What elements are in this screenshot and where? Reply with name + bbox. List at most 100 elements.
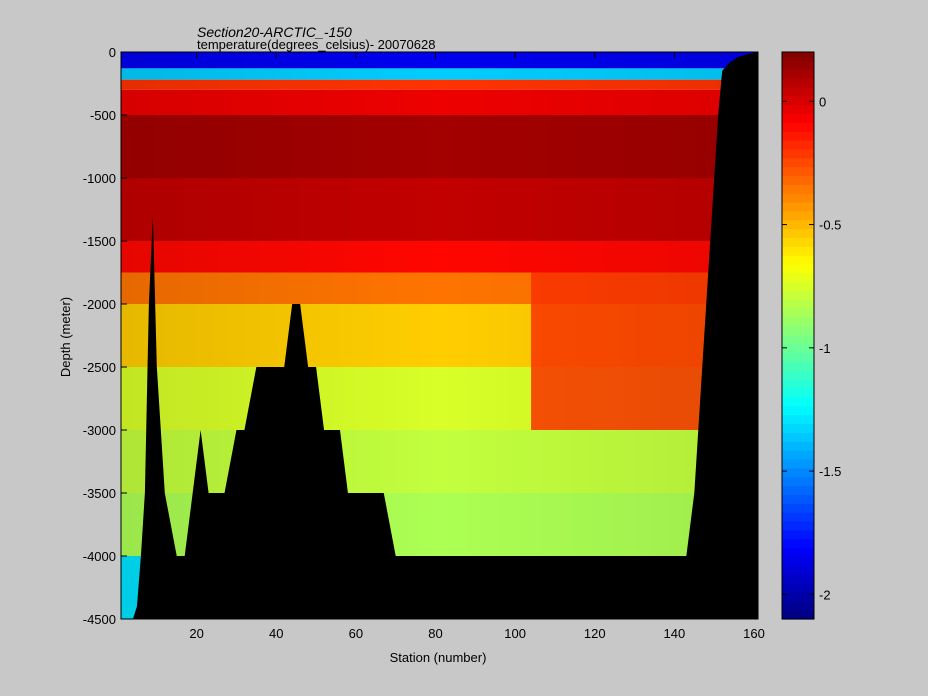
colorbar-swatch — [782, 548, 814, 558]
colorbar-swatch — [782, 370, 814, 381]
colorbar-swatch — [782, 167, 814, 177]
colorbar-swatch — [782, 122, 814, 133]
colorbar-swatch — [782, 308, 814, 319]
colorbar-swatch — [782, 477, 814, 487]
colorbar-swatch — [782, 69, 814, 80]
x-tick-label: 60 — [349, 626, 363, 641]
colorbar-swatch — [782, 176, 814, 186]
colorbar-swatch — [782, 300, 814, 310]
colorbar-swatch — [782, 105, 814, 115]
colorbar-swatch — [782, 255, 814, 266]
chart-title: Section20-ARCTIC_-150 — [197, 24, 352, 40]
x-axis-label: Station (number) — [390, 650, 487, 665]
colorbar-swatch — [782, 503, 814, 514]
x-tick-label: 140 — [664, 626, 686, 641]
colorbar-swatch — [782, 291, 814, 301]
y-tick-label: -3000 — [83, 423, 116, 438]
colorbar-swatch — [782, 282, 814, 292]
colorbar-swatch — [782, 273, 814, 283]
colorbar-swatch — [782, 131, 814, 142]
colorbar — [782, 52, 814, 620]
plot-frame — [120, 51, 759, 620]
colorbar-swatch — [782, 78, 814, 89]
x-axis-ticks: 20 40 60 80 100 120 140 160 — [189, 52, 765, 641]
colorbar-swatch — [782, 335, 814, 345]
colorbar-swatch — [782, 459, 814, 469]
colorbar-swatch — [782, 565, 814, 576]
colorbar-swatch — [782, 379, 814, 390]
temperature-field — [121, 52, 758, 619]
colorbar-swatch — [782, 397, 814, 407]
colorbar-swatch — [782, 415, 814, 425]
x-tick-label: 100 — [504, 626, 526, 641]
bathymetry-mask — [121, 52, 758, 619]
x-tick-label: 20 — [189, 626, 203, 641]
colorbar-swatch — [782, 149, 814, 159]
colorbar-swatch — [782, 114, 814, 124]
colorbar-swatch — [782, 140, 814, 151]
colorbar-swatch — [782, 512, 814, 523]
colorbar-swatch — [782, 96, 814, 106]
colorbar-swatch — [782, 362, 814, 372]
colorbar-swatch — [782, 193, 814, 204]
colorbar-swatch — [782, 556, 814, 567]
colorbar-swatch — [782, 246, 814, 257]
colorbar-swatch — [782, 468, 814, 478]
colorbar-tick-label: -1.5 — [819, 464, 841, 479]
colorbar-frame — [781, 51, 815, 620]
colorbar-swatch — [782, 317, 814, 328]
colorbar-swatch — [782, 344, 814, 354]
colorbar-swatch — [782, 601, 814, 611]
colorbar-swatch — [782, 388, 814, 399]
y-tick-label: -1500 — [83, 234, 116, 249]
colorbar-swatch — [782, 424, 814, 434]
colorbar-swatch — [782, 87, 814, 97]
colorbar-swatch — [782, 211, 814, 221]
colorbar-tick-label: 0 — [819, 94, 826, 109]
y-tick-label: -2500 — [83, 360, 116, 375]
y-axis-label: Depth (meter) — [58, 297, 73, 377]
colorbar-swatch — [782, 406, 814, 416]
colorbar-swatch — [782, 238, 814, 248]
colorbar-swatch — [782, 60, 814, 71]
colorbar-swatch — [782, 158, 814, 168]
colorbar-swatch — [782, 353, 814, 363]
colorbar-swatch — [782, 326, 814, 337]
colorbar-ticks: 0 -0.5 -1 -1.5 -2 — [782, 94, 841, 602]
colorbar-swatch — [782, 264, 814, 275]
colorbar-swatch — [782, 229, 814, 239]
x-tick-label: 40 — [269, 626, 283, 641]
colorbar-swatch — [782, 184, 814, 195]
colorbar-swatch — [782, 432, 814, 443]
colorbar-swatch — [782, 494, 814, 505]
colorbar-tick-label: -0.5 — [819, 218, 841, 233]
colorbar-swatch — [782, 450, 814, 461]
y-tick-label: -3500 — [83, 486, 116, 501]
colorbar-swatch — [782, 583, 814, 594]
colorbar-tick-label: -1 — [819, 341, 831, 356]
colorbar-swatch — [782, 592, 814, 602]
y-tick-label: -1000 — [83, 171, 116, 186]
colorbar-tick-label: -2 — [819, 587, 831, 602]
y-tick-label: -4500 — [83, 612, 116, 627]
x-tick-label: 160 — [743, 626, 765, 641]
y-tick-label: 0 — [109, 45, 116, 60]
colorbar-swatch — [782, 539, 814, 549]
colorbar-swatch — [782, 610, 814, 620]
x-tick-label: 80 — [428, 626, 442, 641]
y-axis-ticks: 0 -500 -1000 -1500 -2000 -2500 -3000 -3500 -4000… — [83, 45, 758, 627]
colorbar-swatch — [782, 441, 814, 452]
colorbar-swatch — [782, 521, 814, 532]
y-tick-label: -500 — [90, 108, 116, 123]
colorbar-swatch — [782, 574, 814, 585]
colorbar-swatch — [782, 530, 814, 540]
colorbar-swatch — [782, 202, 814, 213]
x-tick-label: 120 — [584, 626, 606, 641]
colorbar-swatch — [782, 52, 814, 62]
colorbar-swatch — [782, 486, 814, 496]
y-tick-label: -4000 — [83, 549, 116, 564]
colorbar-swatch — [782, 220, 814, 230]
y-tick-label: -2000 — [83, 297, 116, 312]
chart-subtitle: temperature(degrees_celsius)- 20070628 — [197, 37, 435, 52]
